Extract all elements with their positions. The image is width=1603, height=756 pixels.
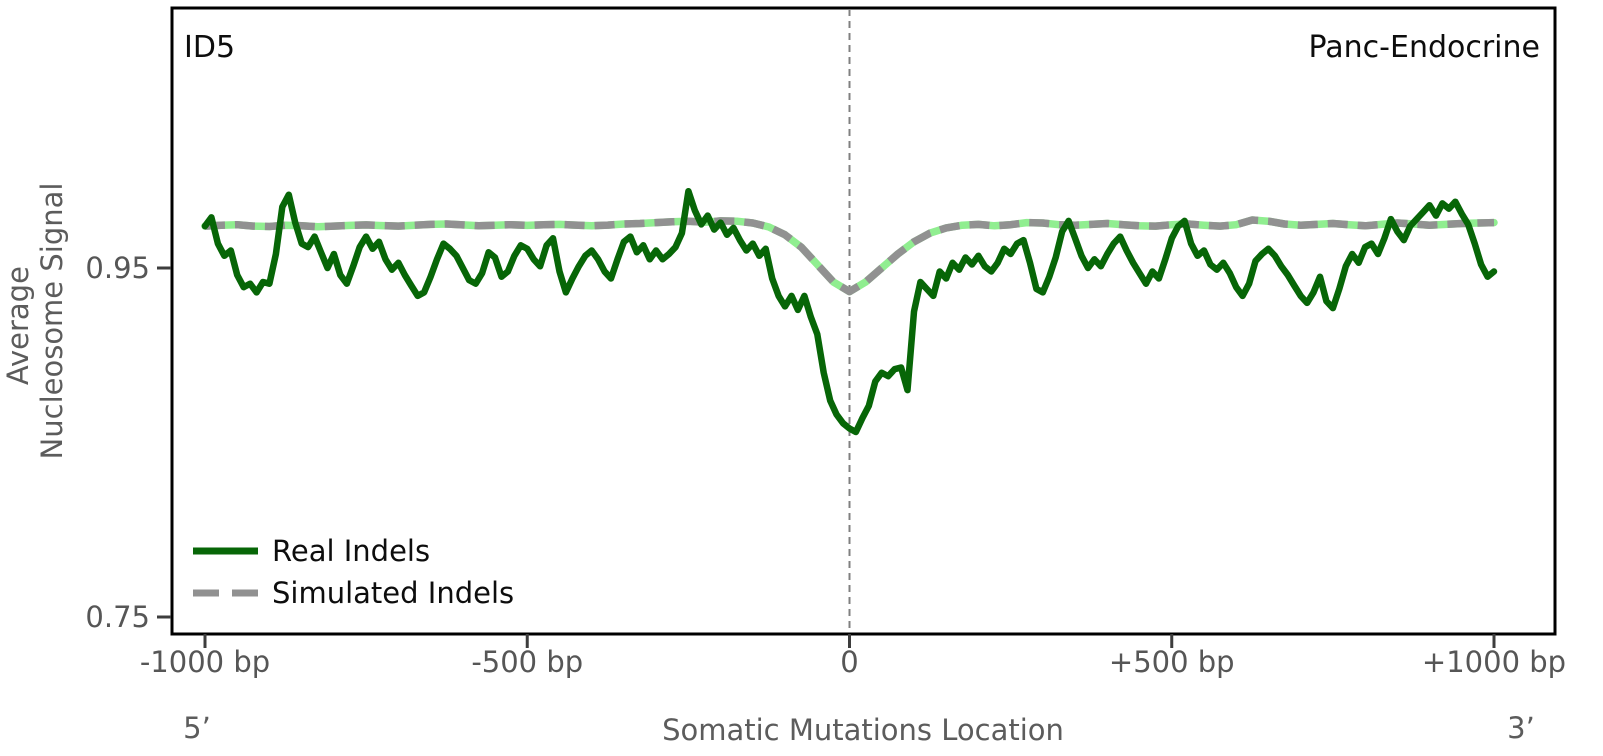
x-axis-label: Somatic Mutations Location: [662, 713, 1064, 747]
x-tick-label: +500 bp: [1109, 645, 1235, 679]
x-tick-label: -1000 bp: [140, 645, 270, 679]
x-tick-label: -500 bp: [471, 645, 583, 679]
x-tick-label: +1000 bp: [1422, 645, 1566, 679]
five-prime-label: 5’: [183, 711, 211, 745]
x-tick-label: 0: [840, 645, 858, 679]
real-indels-line: [201, 187, 1498, 436]
legend-real-indels-label: Real Indels: [272, 534, 430, 568]
plot-border: [170, 6, 1557, 636]
y-tick-label: 0.75: [85, 600, 150, 634]
y-axis-label-line1: Average: [1, 266, 35, 385]
legend: Real Indels Simulated Indels: [193, 534, 514, 610]
y-tick-label: 0.95: [85, 251, 150, 285]
simulated-indels-line: [204, 216, 1495, 296]
panel-title-right: Panc-Endocrine: [1309, 30, 1540, 65]
legend-simulated-indels-label: Simulated Indels: [272, 576, 514, 610]
panel-title-left: ID5: [184, 30, 235, 65]
y-axis-label-line2: Nucleosome Signal: [35, 183, 69, 460]
three-prime-label: 3’: [1507, 711, 1535, 745]
y-axis-label: Average Nucleosome Signal: [1, 183, 69, 460]
